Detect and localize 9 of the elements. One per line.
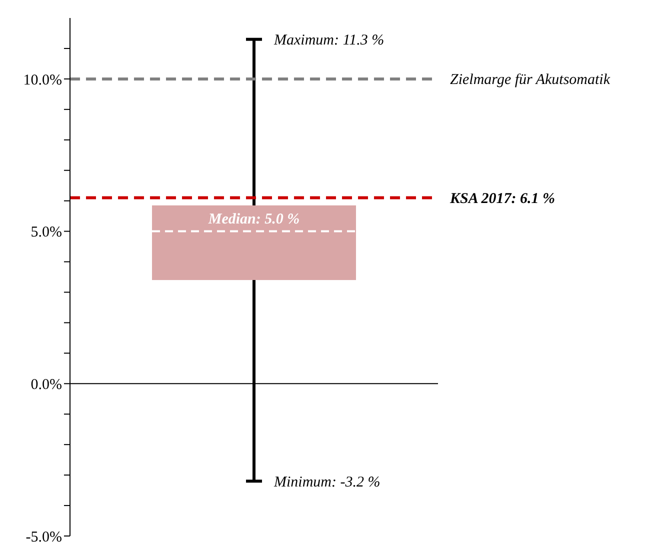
ref-line-label: KSA 2017: 6.1 % xyxy=(449,191,556,208)
annotation: Maximum: 11.3 % xyxy=(273,32,384,49)
annotation: Minimum: -3.2 % xyxy=(273,474,380,490)
y-tick-label: -5.0% xyxy=(26,529,62,546)
ref-line-label: Zielmarge für Akutsomatik xyxy=(450,72,610,88)
annotation: Median: 5.0 % xyxy=(207,211,300,228)
y-tick-label: 10.0% xyxy=(23,72,62,88)
y-tick-label: 0.0% xyxy=(30,376,62,393)
y-tick-label: 5.0% xyxy=(30,224,62,241)
